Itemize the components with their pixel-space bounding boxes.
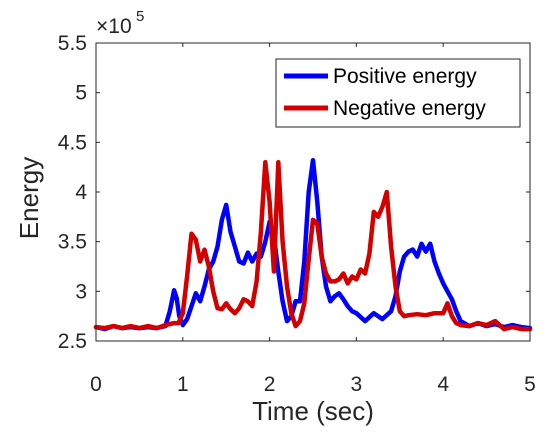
series-line-positive-energy [93, 157, 533, 332]
x-axis-label: Time (sec) [252, 396, 374, 426]
legend: Positive energy Negative energy [275, 58, 521, 128]
x-tick-label: 0 [90, 373, 102, 396]
x-tick-label: 4 [437, 373, 449, 396]
x-tick-label: 2 [264, 373, 276, 396]
legend-label-positive-energy: Positive energy [333, 65, 477, 88]
y-tick-label: 4.5 [58, 131, 87, 154]
plot-series-group [93, 157, 533, 332]
y-tick-label: 3.5 [58, 231, 87, 254]
x-axis-ticks: 0 1 2 3 4 5 [90, 43, 536, 396]
y-tick-label: 5.5 [58, 32, 87, 55]
x-tick-label: 5 [524, 373, 536, 396]
legend-box [275, 58, 521, 128]
x-tick-label: 1 [177, 373, 189, 396]
y-exponent-base: ×10 [96, 15, 132, 38]
y-axis-label: Energy [14, 157, 44, 239]
series-line-negative-energy [93, 159, 533, 332]
y-tick-label: 4 [75, 181, 87, 204]
y-tick-label: 3 [75, 280, 87, 303]
legend-label-negative-energy: Negative energy [333, 97, 486, 120]
y-axis-ticks: 2.5 3 3.5 4 4.5 5 5.5 [58, 32, 530, 353]
y-tick-label: 5 [75, 82, 87, 105]
y-tick-label: 2.5 [58, 330, 87, 353]
x-tick-label: 3 [351, 373, 363, 396]
y-exponent-power: 5 [136, 8, 144, 25]
